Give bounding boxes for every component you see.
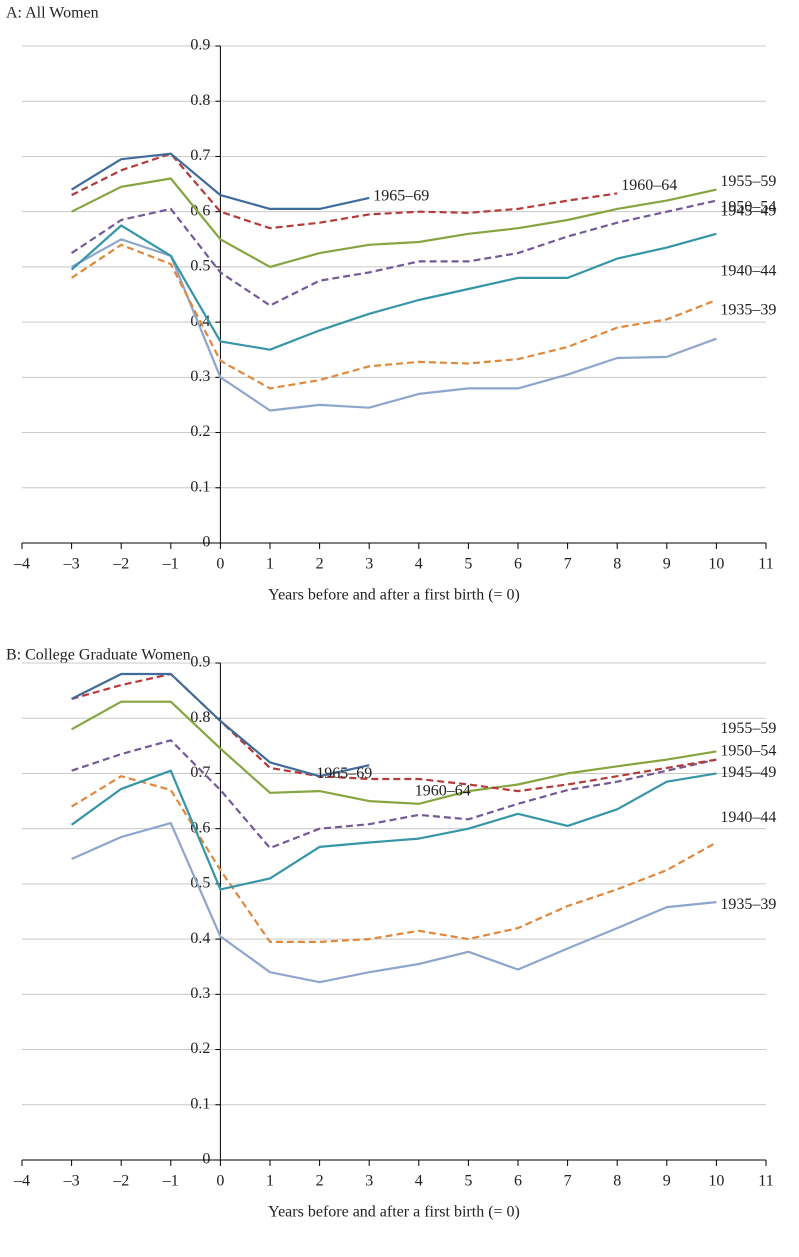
y-tick-label: 0.9 [190,37,210,54]
y-tick-label: 0.6 [190,819,210,836]
y-tick-label: 0.9 [190,654,210,671]
series-label: 1955–59 [720,720,776,737]
series-line [70,199,717,307]
x-tick-label: 8 [613,556,621,573]
y-tick-label: 0.1 [190,1095,210,1112]
x-tick-label: 2 [316,556,324,573]
series-line [70,769,717,891]
x-tick-label: 5 [464,1173,472,1190]
series-line [70,224,717,351]
x-tick-label: –2 [112,1173,129,1190]
x-tick-label: 11 [758,556,773,573]
series-line [71,152,370,210]
x-tick-label: 4 [415,1173,423,1190]
x-tick-label: 3 [365,556,373,573]
x-tick-label: 10 [708,1173,724,1190]
series-label: 1940–44 [720,809,776,826]
y-tick-label: 0.8 [190,92,210,109]
x-tick-label: –1 [162,1173,179,1190]
series-line [71,775,717,943]
y-tick-label: 0.1 [190,478,210,495]
series-label: 1950–54 [720,742,776,759]
x-tick-label: 0 [216,1173,224,1190]
series-label: 1945–49 [720,764,776,781]
series-label: 1950–54 [720,198,776,215]
x-tick-label: 4 [415,556,423,573]
x-tick-label: 5 [464,556,472,573]
x-tick-label: –4 [13,556,30,573]
series-line [71,152,618,230]
y-tick-label: 0.2 [190,1040,210,1057]
x-tick-label: 10 [708,556,724,573]
x-tick-label: 1 [266,556,274,573]
x-tick-label: 7 [564,556,572,573]
series-line [71,700,717,805]
y-tick-label: 0.7 [190,147,210,164]
x-tick-label: 0 [216,556,224,573]
panel-title: B: College Graduate Women [6,647,191,664]
y-tick-label: 0.2 [190,423,210,440]
x-tick-label: –1 [162,556,179,573]
series-label: 1965–69 [373,188,429,205]
series-line [71,238,717,412]
y-tick-label: 0 [202,534,210,551]
x-tick-label: 9 [663,556,671,573]
series-label: 1960–64 [621,177,677,194]
y-tick-label: 0.5 [190,258,210,275]
series-line [71,822,717,984]
x-tick-label: –3 [63,556,80,573]
panel-title: A: All Women [6,5,99,22]
series-label: 1935–39 [720,896,776,913]
y-tick-label: 0 [202,1151,210,1168]
y-tick-label: 0.3 [190,368,210,385]
series-label: 1935–39 [720,301,776,318]
x-axis-label: Years before and after a first birth (= … [268,1204,520,1221]
x-tick-label: –4 [13,1173,30,1190]
x-tick-label: 1 [266,1173,274,1190]
x-axis-label: Years before and after a first birth (= … [268,587,520,604]
x-tick-label: 6 [514,1173,522,1190]
series-label: 1965–69 [316,765,372,782]
x-tick-label: 9 [663,1173,671,1190]
series-line [71,177,717,268]
y-tick-label: 0.4 [190,930,210,947]
x-tick-label: 2 [316,1173,324,1190]
y-tick-label: 0.3 [190,985,210,1002]
series-label: 1940–44 [720,263,776,280]
x-tick-label: 11 [758,1173,773,1190]
y-tick-label: 0.7 [190,764,210,781]
x-tick-label: 3 [365,1173,373,1190]
x-tick-label: 7 [564,1173,572,1190]
x-tick-label: 6 [514,556,522,573]
series-line [71,672,370,778]
series-line [71,739,717,850]
x-tick-label: –3 [63,1173,80,1190]
series-line [70,243,717,390]
x-tick-label: –2 [112,556,129,573]
y-tick-label: 0.6 [190,202,210,219]
series-label: 1955–59 [720,173,776,190]
series-label: 1945–49 [720,202,776,219]
x-tick-label: 8 [613,1173,621,1190]
y-tick-label: 0.8 [190,709,210,726]
series-label: 1960–64 [415,783,471,800]
